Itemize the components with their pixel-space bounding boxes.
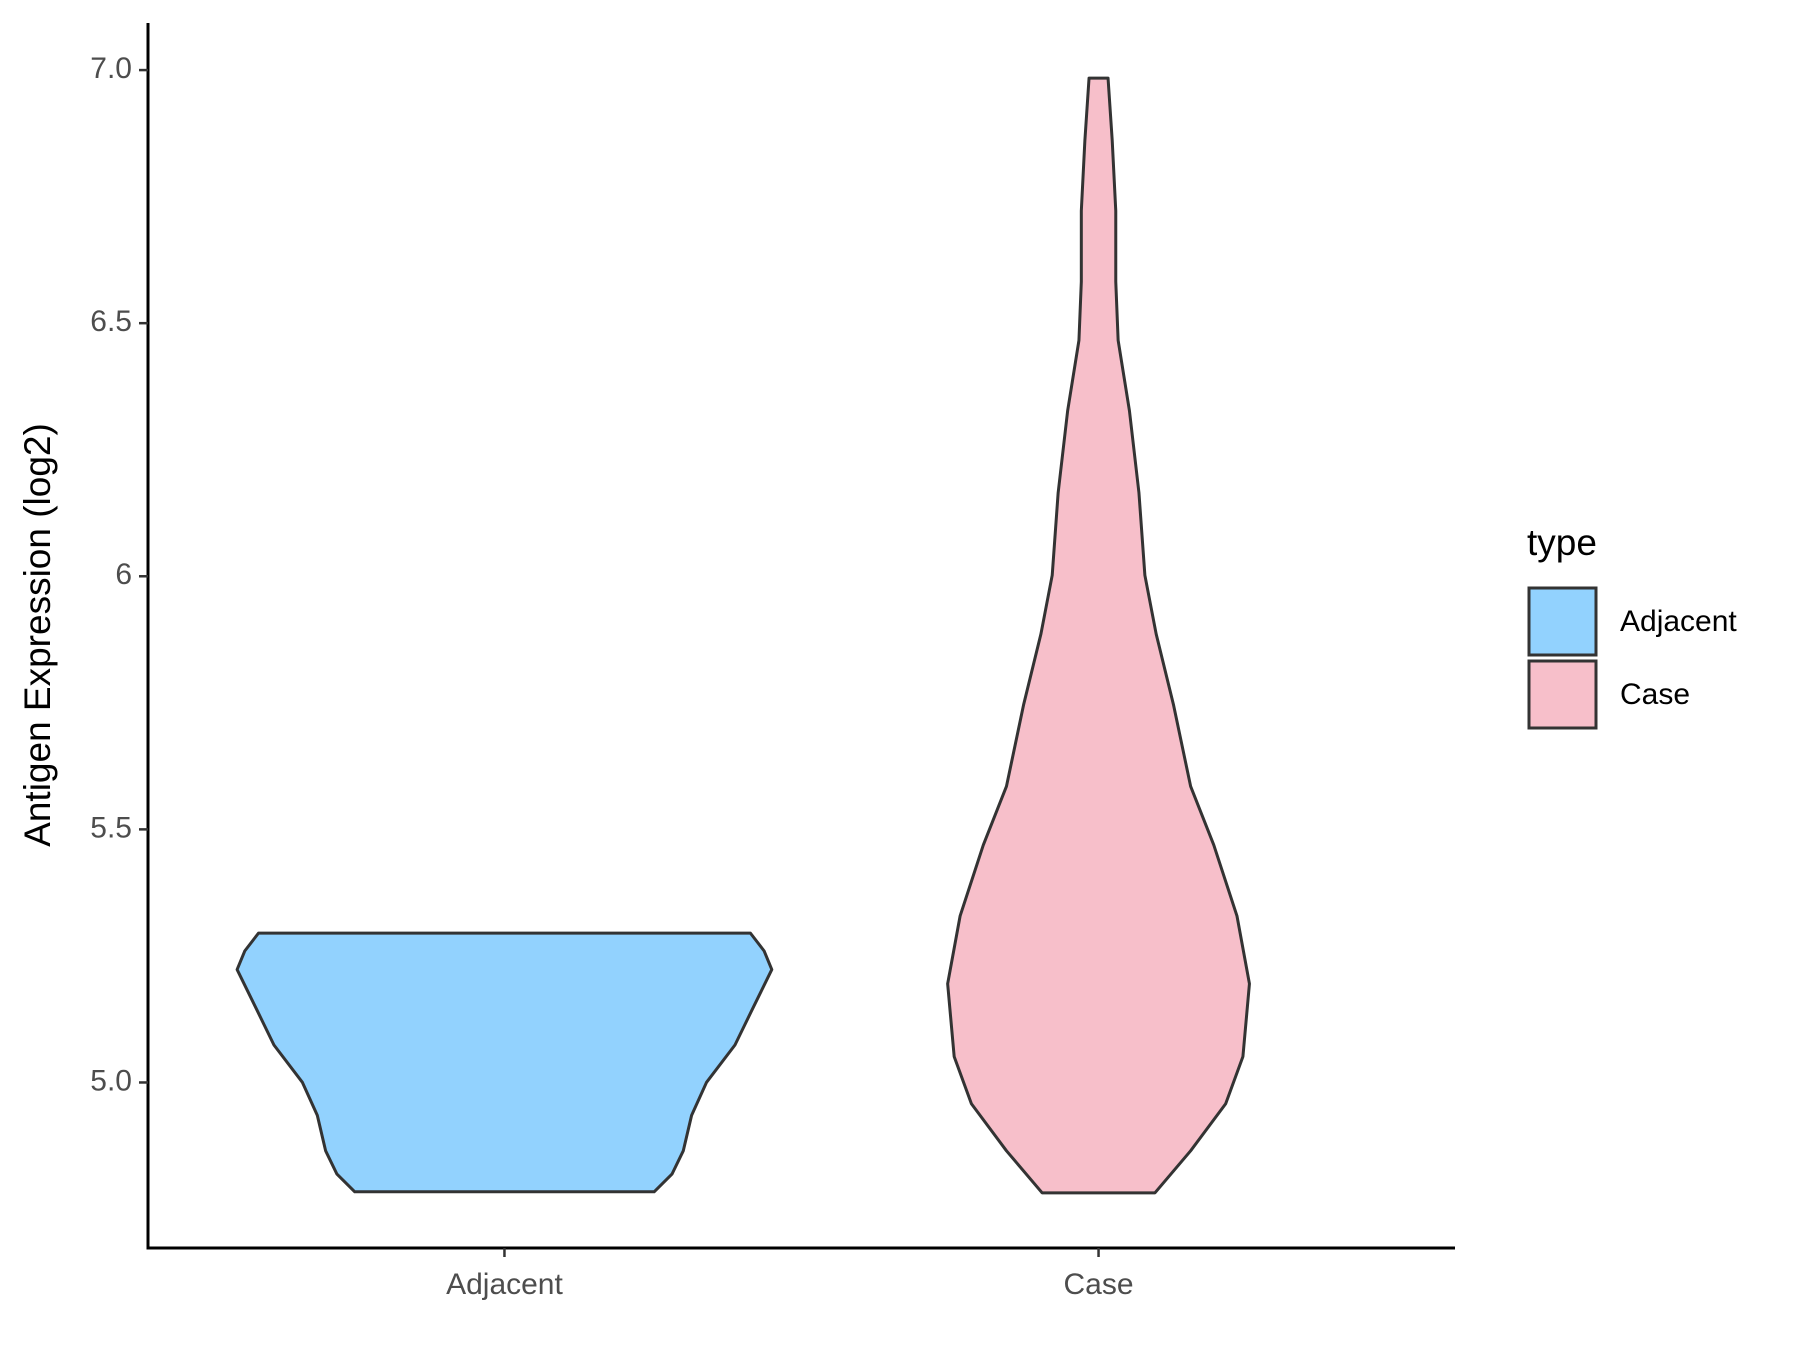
legend-label: Adjacent <box>1620 605 1737 638</box>
y-tick-label: 5.0 <box>90 1064 132 1097</box>
violin <box>235 931 774 1194</box>
y-tick-label: 6.5 <box>90 305 132 338</box>
legend-label: Case <box>1620 678 1690 711</box>
x-tick-label: Adjacent <box>446 1268 563 1301</box>
y-tick-label: 5.5 <box>90 811 132 844</box>
legend-key <box>1527 659 1598 730</box>
y-tick-label: 7.0 <box>90 52 132 85</box>
y-axis-title: Antigen Expression (log2) <box>17 423 58 847</box>
x-tick-label: Case <box>1064 1268 1134 1301</box>
legend-title: type <box>1527 522 1597 563</box>
legend-key <box>1527 586 1598 657</box>
violin <box>946 76 1251 1195</box>
y-tick-label: 6 <box>115 558 132 591</box>
